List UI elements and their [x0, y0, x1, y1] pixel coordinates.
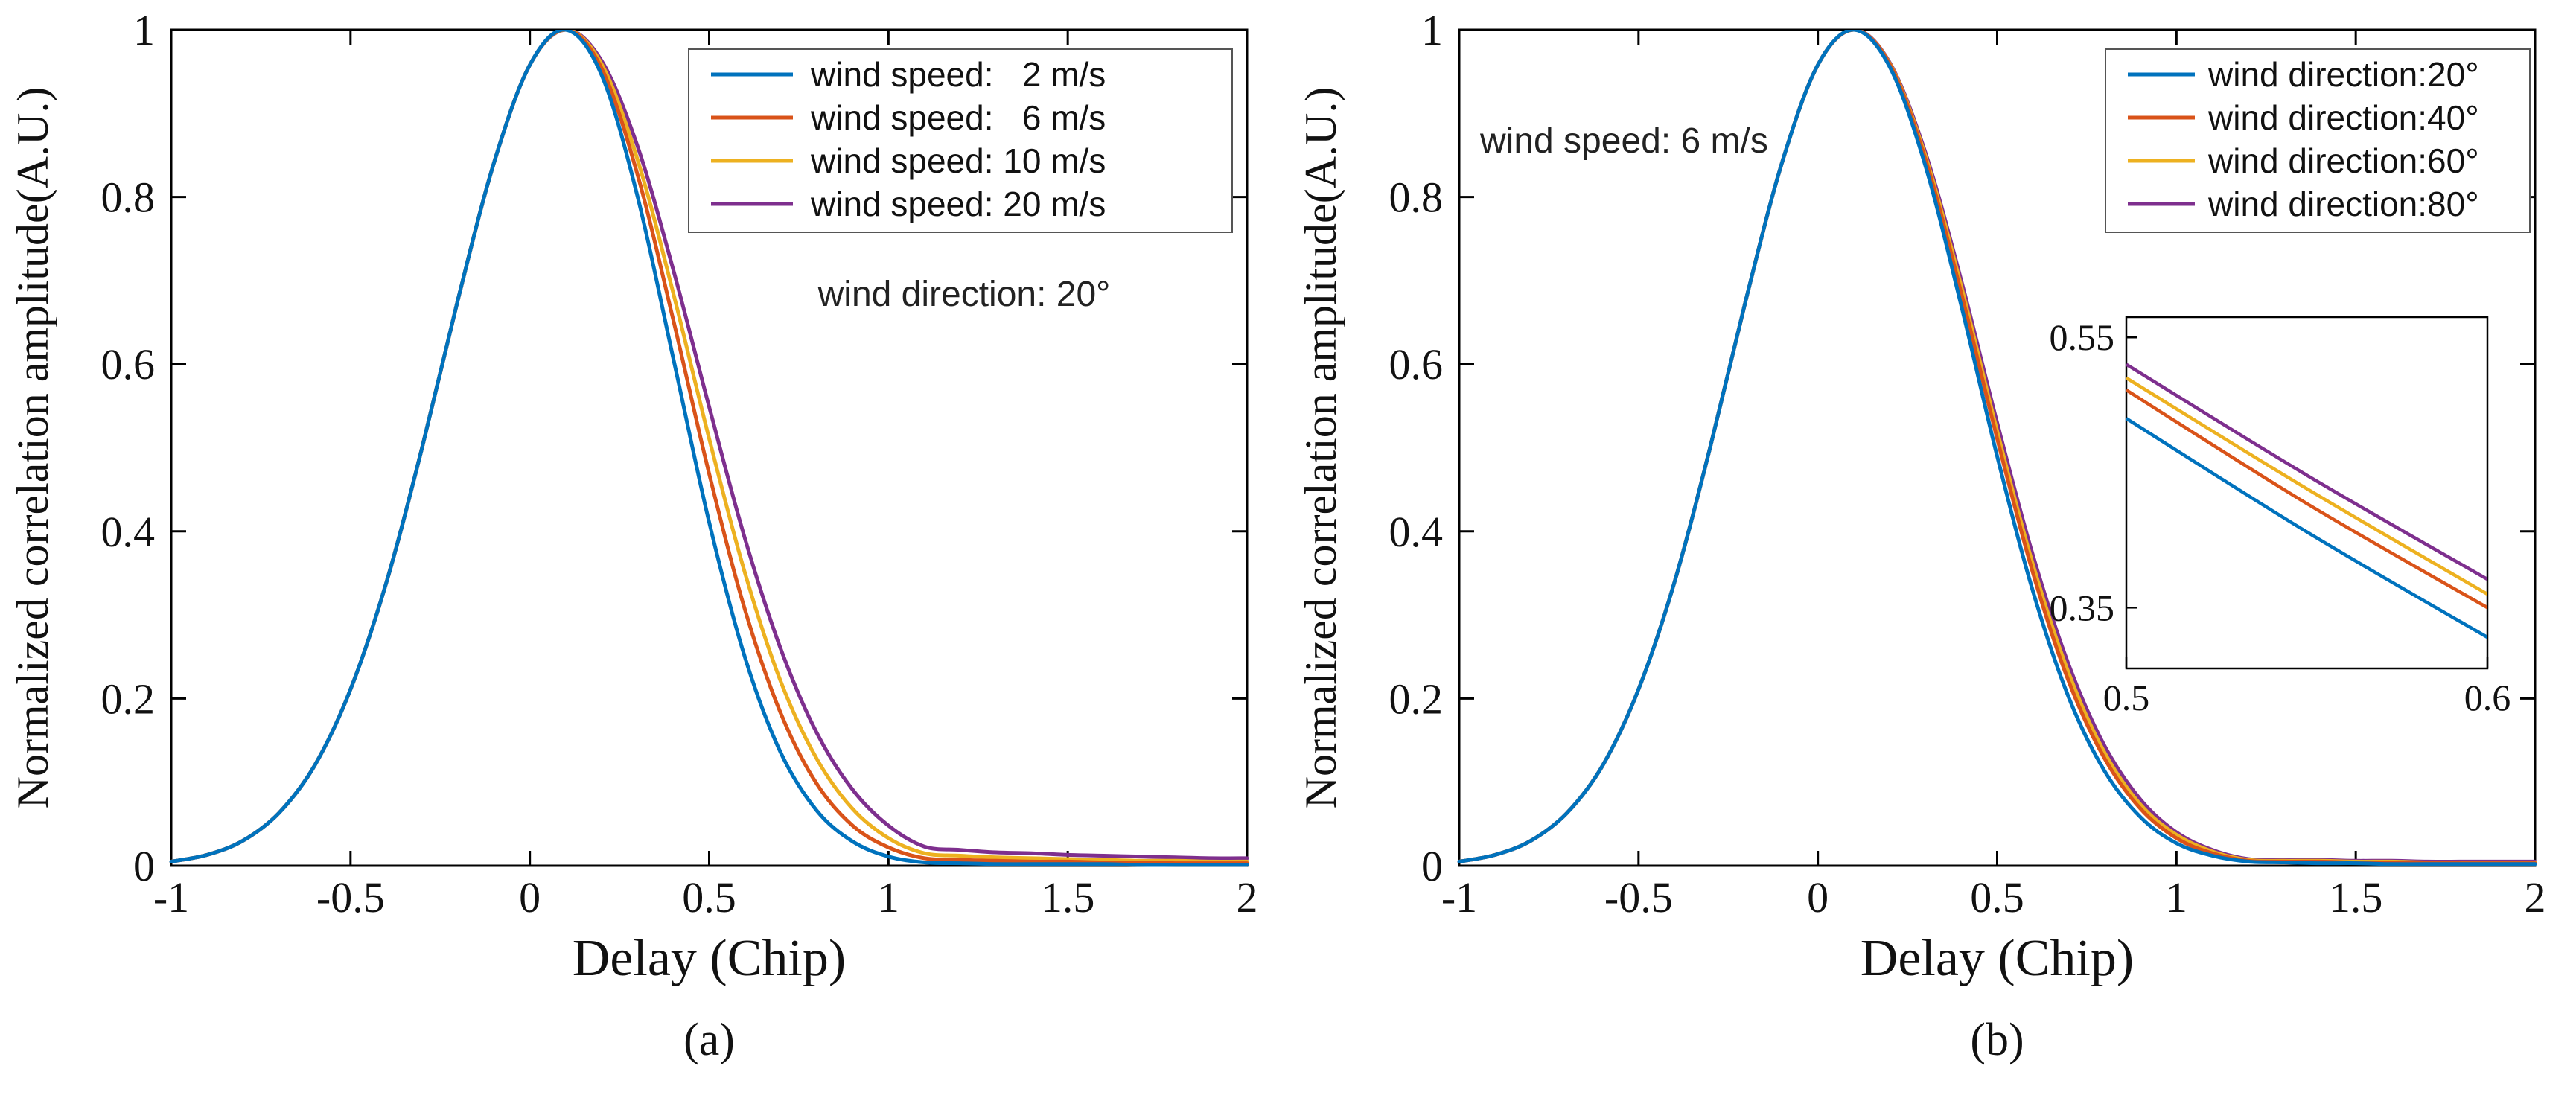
inset-series-line-2	[2126, 376, 2487, 596]
y-tick-label: 0.4	[101, 508, 156, 556]
inset-box	[2125, 316, 2489, 670]
y-tick-label: 1	[1421, 6, 1443, 54]
legend-entry-label: wind speed: 6 m/s	[810, 98, 1106, 137]
inset-series-line-3	[2126, 363, 2487, 581]
x-tick-label: -0.5	[316, 873, 385, 922]
x-tick-label: 2	[1237, 873, 1258, 922]
x-tick-label: 0.5	[682, 873, 736, 922]
annotation-wind-direction: wind direction: 20°	[817, 275, 1111, 314]
legend-box	[2105, 48, 2531, 233]
legend-entry-label: wind direction:60°	[2207, 141, 2479, 180]
series-line-0	[169, 30, 1249, 867]
legend-entry-label: wind direction:20°	[2207, 55, 2479, 94]
y-tick-label: 0.8	[1389, 173, 1444, 222]
series-line-0	[1457, 30, 2537, 866]
y-tick-label: 0	[1421, 842, 1443, 890]
y-axis-label-b: Normalized correlation amplitude(A.U.)	[1296, 86, 1345, 809]
x-tick-label: 1	[878, 873, 899, 922]
panel-b-caption: (b)	[1970, 1015, 2024, 1065]
legend-entry-label: wind direction:40°	[2207, 98, 2479, 137]
chart-a-canvas: -1 -0.5 0 0.5 1 1.5 2 0 0.2 0.4 0.6 0.8 1 wind speed:…	[101, 6, 1258, 922]
legend: wind direction:20° wind direction:40° wind…	[2105, 48, 2531, 233]
inset-tick-marks	[2125, 336, 2489, 668]
tick-marks	[1458, 28, 2537, 867]
x-tick-label: 0	[1807, 873, 1829, 922]
legend: wind speed: 2 m/s wind speed: 6 m/s wind s…	[688, 48, 1233, 233]
y-tick-label: 0	[133, 842, 155, 890]
x-tick-label: 1	[2166, 873, 2187, 922]
y-axis-label-a: Normalized correlation amplitude(A.U.)	[8, 86, 57, 809]
x-tick-label: -1	[153, 873, 189, 922]
legend-entry-label: wind speed: 20 m/s	[810, 185, 1106, 223]
x-axis-label-b: Delay (Chip)	[1860, 930, 2135, 987]
legend-entry-label: wind speed: 2 m/s	[810, 55, 1106, 94]
y-tick-label: 0.6	[101, 340, 156, 389]
y-tick-label: 0.6	[1389, 340, 1444, 389]
legend-box	[688, 48, 1233, 233]
annotation-wind-speed: wind speed: 6 m/s	[1480, 121, 1768, 161]
inset-x-tick-label: 0.6	[2464, 677, 2511, 718]
y-tick-label: 0.2	[1389, 674, 1444, 723]
panel-b: -1 -0.5 0 0.5 1 1.5 2 0 0.2 0.4 0.6 0.8 1 wind direct…	[1288, 0, 2576, 1095]
x-tick-label: 1.5	[1041, 873, 1095, 922]
legend-entry-label: wind speed: 10 m/s	[810, 141, 1106, 180]
series-group	[169, 30, 1249, 867]
legend-entry-label: wind direction:80°	[2207, 185, 2479, 223]
x-axis-label-a: Delay (Chip)	[572, 930, 847, 987]
panel-a: -1 -0.5 0 0.5 1 1.5 2 0 0.2 0.4 0.6 0.8 1 wind speed:…	[8, 6, 1258, 1065]
x-tick-label: 2	[2525, 873, 2546, 922]
inset-x-tick-label: 0.5	[2103, 677, 2150, 718]
panel-a-caption: (a)	[683, 1015, 735, 1065]
inset-series-line-0	[2126, 417, 2487, 639]
x-tick-label: 0	[519, 873, 541, 922]
inset-series-line-1	[2126, 389, 2487, 610]
inset-series-group	[2126, 363, 2487, 639]
inset-axes: 0.55 0.35 0.5 0.6	[2050, 316, 2511, 718]
series-group	[1457, 30, 2537, 866]
y-tick-label: 0.8	[101, 173, 156, 222]
inset-y-tick-label: 0.55	[2050, 316, 2115, 358]
chart-b-canvas: -1 -0.5 0 0.5 1 1.5 2 0 0.2 0.4 0.6 0.8 1 wind direct…	[1389, 6, 2546, 922]
inset-y-tick-label: 0.35	[2050, 587, 2115, 628]
x-tick-label: -0.5	[1604, 873, 1673, 922]
y-tick-label: 0.4	[1389, 508, 1444, 556]
y-tick-label: 1	[133, 6, 155, 54]
x-tick-label: 1.5	[2329, 873, 2383, 922]
x-tick-label: -1	[1441, 873, 1477, 922]
y-tick-label: 0.2	[101, 674, 156, 723]
x-tick-label: 0.5	[1970, 873, 2024, 922]
